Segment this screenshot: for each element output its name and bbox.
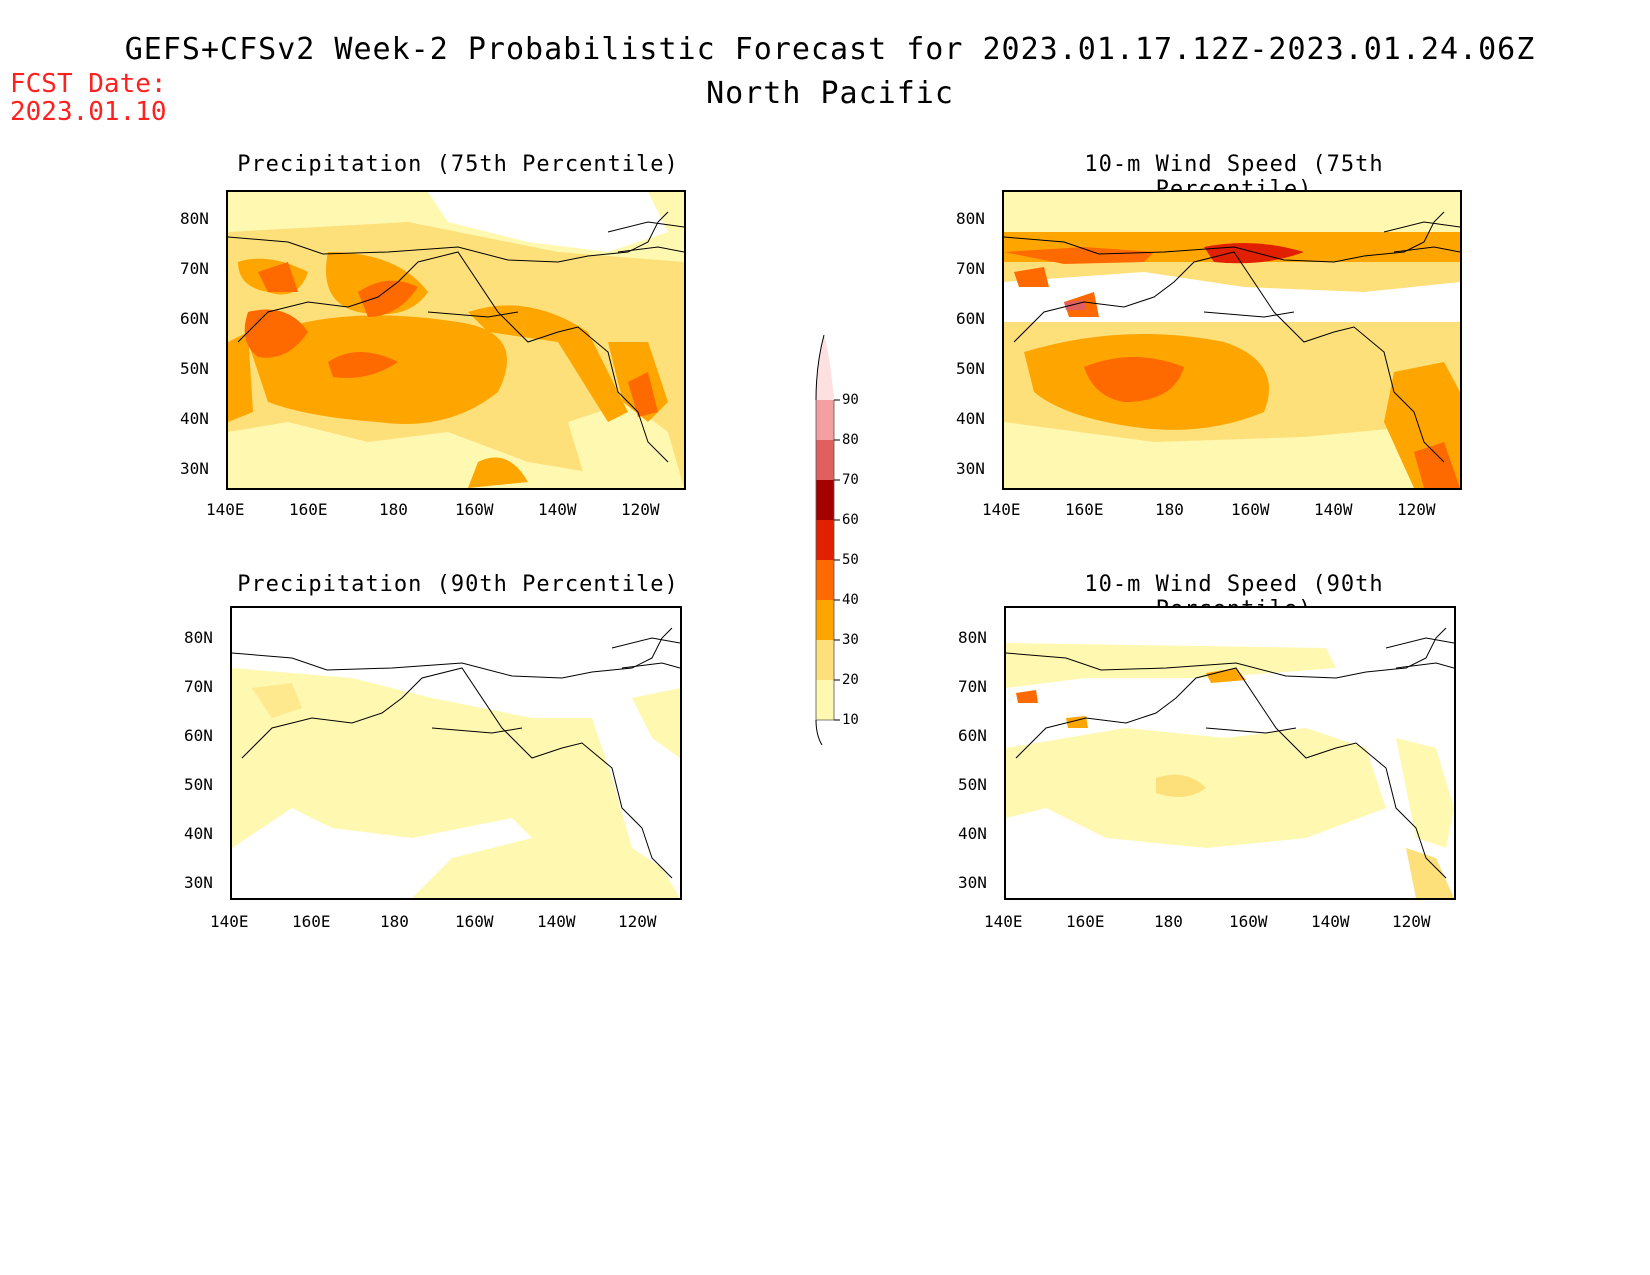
lon-label: 160W xyxy=(455,500,494,519)
lon-label: 140E xyxy=(210,912,249,931)
colorbar-label: 30 xyxy=(842,632,859,648)
lon-label: 180 xyxy=(380,912,409,931)
lon-label: 140W xyxy=(537,912,576,931)
lon-label: 120W xyxy=(1397,500,1436,519)
colorbar-label: 10 xyxy=(842,712,859,728)
lat-label: 40N xyxy=(956,409,985,428)
fcst-date-value: 2023.01.10 xyxy=(10,97,167,127)
colorbar-label: 90 xyxy=(842,392,859,408)
colorbar-label: 40 xyxy=(842,592,859,608)
panel-title-wind-75: 10-m Wind Speed (75th Percentile) xyxy=(1084,152,1384,202)
lon-label: 160E xyxy=(289,500,328,519)
lon-label: 120W xyxy=(621,500,660,519)
map-precip-90 xyxy=(230,606,682,900)
lat-label: 30N xyxy=(958,873,987,892)
sub-title: North Pacific xyxy=(706,76,954,111)
fcst-date-label: FCST Date: xyxy=(10,69,167,99)
lon-label: 120W xyxy=(618,912,657,931)
lon-label: 160E xyxy=(292,912,331,931)
lat-label: 30N xyxy=(180,459,209,478)
panel-title-precip-75: Precipitation (75th Percentile) xyxy=(237,152,679,177)
lat-label: 30N xyxy=(956,459,985,478)
lon-label: 160W xyxy=(455,912,494,931)
lat-label: 80N xyxy=(184,628,213,647)
colorbar xyxy=(810,334,870,746)
lat-label: 50N xyxy=(184,775,213,794)
lat-label: 50N xyxy=(958,775,987,794)
lon-label: 160E xyxy=(1065,500,1104,519)
lat-label: 40N xyxy=(184,824,213,843)
lon-label: 160E xyxy=(1066,912,1105,931)
map-wind-90 xyxy=(1004,606,1456,900)
lon-label: 140E xyxy=(984,912,1023,931)
lat-label: 50N xyxy=(180,359,209,378)
lon-label: 160W xyxy=(1229,912,1268,931)
lon-label: 140W xyxy=(1314,500,1353,519)
map-wind-75 xyxy=(1002,190,1462,490)
lat-label: 60N xyxy=(956,309,985,328)
lat-label: 40N xyxy=(180,409,209,428)
lon-label: 180 xyxy=(1154,912,1183,931)
lat-label: 60N xyxy=(184,726,213,745)
lon-label: 160W xyxy=(1231,500,1270,519)
lat-label: 70N xyxy=(184,677,213,696)
lat-label: 80N xyxy=(956,209,985,228)
panel-title-precip-90: Precipitation (90th Percentile) xyxy=(237,572,679,597)
lon-label: 120W xyxy=(1392,912,1431,931)
lon-label: 140E xyxy=(982,500,1021,519)
lon-label: 140W xyxy=(1311,912,1350,931)
colorbar-label: 60 xyxy=(842,512,859,528)
lat-label: 80N xyxy=(958,628,987,647)
colorbar-label: 20 xyxy=(842,672,859,688)
colorbar-label: 70 xyxy=(842,472,859,488)
lat-label: 30N xyxy=(184,873,213,892)
lat-label: 80N xyxy=(180,209,209,228)
lat-label: 50N xyxy=(956,359,985,378)
lon-label: 140W xyxy=(538,500,577,519)
lat-label: 70N xyxy=(956,259,985,278)
colorbar-label: 80 xyxy=(842,432,859,448)
lat-label: 70N xyxy=(180,259,209,278)
lat-label: 60N xyxy=(958,726,987,745)
lon-label: 180 xyxy=(379,500,408,519)
main-title: GEFS+CFSv2 Week-2 Probabilistic Forecast… xyxy=(124,32,1536,67)
lon-label: 140E xyxy=(206,500,245,519)
lat-label: 70N xyxy=(958,677,987,696)
lat-label: 40N xyxy=(958,824,987,843)
lon-label: 180 xyxy=(1155,500,1184,519)
colorbar-label: 50 xyxy=(842,552,859,568)
lat-label: 60N xyxy=(180,309,209,328)
map-precip-75 xyxy=(226,190,686,490)
